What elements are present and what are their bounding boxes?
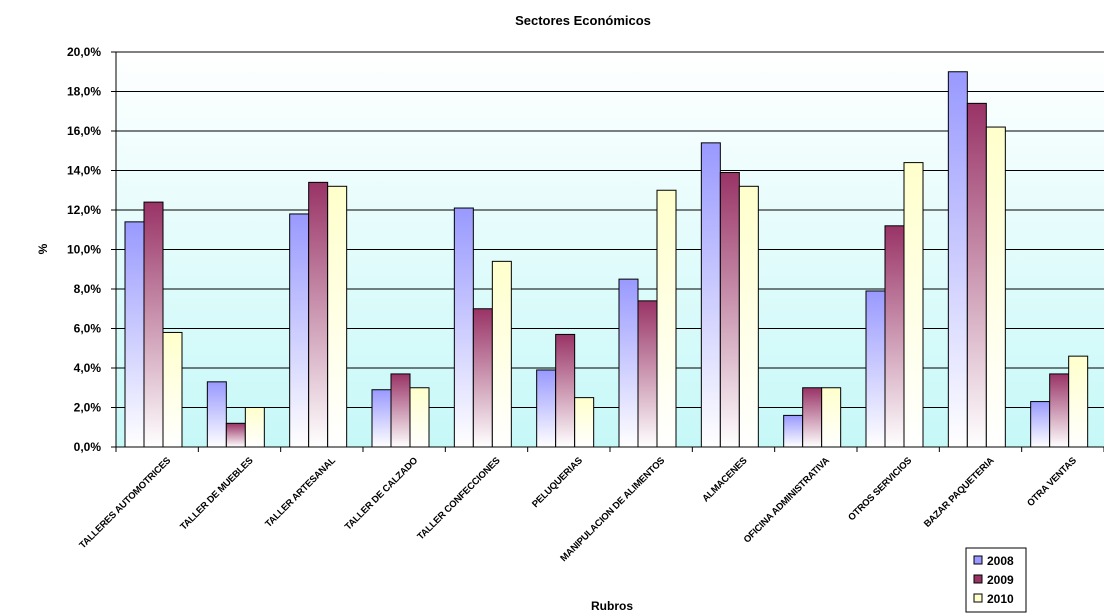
bar-2010-10 bbox=[903, 162, 924, 448]
legend-swatch-2010 bbox=[973, 593, 983, 603]
legend-label-2009: 2009 bbox=[987, 573, 1014, 587]
bar-2008-3 bbox=[289, 213, 310, 448]
bar-2010-12 bbox=[1068, 355, 1089, 448]
y-tick-label: 0,0% bbox=[74, 440, 102, 454]
bar-2009-7 bbox=[637, 300, 658, 448]
bar-2009-11 bbox=[966, 102, 987, 448]
y-tick-labels: 0,0% 2,0% 4,0% 6,0% 8,0% 10,0% 12,0% 14,0% 16,0%… bbox=[67, 45, 116, 454]
bar-2010-8 bbox=[738, 185, 759, 448]
y-tick-label: 12,0% bbox=[67, 203, 101, 217]
bar-2008-5 bbox=[453, 207, 474, 448]
y-tick-label: 4,0% bbox=[74, 361, 102, 375]
bar-2008-6 bbox=[536, 369, 557, 448]
x-tick-label: PELUQUERIAS bbox=[530, 455, 585, 510]
x-tick-label: TALLER DE CALZADO bbox=[343, 455, 420, 532]
x-axis-title: Rubros bbox=[591, 599, 633, 613]
y-tick-label: 16,0% bbox=[67, 124, 101, 138]
bar-2009-12 bbox=[1049, 373, 1070, 448]
legend: 2008 2009 2010 bbox=[965, 547, 1027, 613]
bar-2009-8 bbox=[719, 171, 740, 448]
bar-2009-4 bbox=[390, 373, 411, 448]
bar-2009-6 bbox=[555, 333, 576, 448]
x-tick-label: ALMACENES bbox=[700, 455, 749, 504]
x-tick-label: TALLER ARTESANAL bbox=[263, 455, 338, 530]
bar-2008-8 bbox=[700, 142, 721, 448]
x-tick-labels: TALLERES AUTOMOTRICES TALLER DE MUEBLES TA… bbox=[77, 455, 1078, 564]
bar-2010-7 bbox=[656, 189, 677, 448]
bar-2010-2 bbox=[244, 407, 265, 448]
bar-2008-10 bbox=[865, 290, 886, 448]
y-tick-label: 14,0% bbox=[67, 164, 101, 178]
bar-2008-12 bbox=[1030, 401, 1051, 448]
bar-2008-1 bbox=[124, 221, 145, 448]
bar-2010-6 bbox=[574, 397, 595, 448]
legend-swatch-2009 bbox=[973, 574, 983, 584]
bar-2010-4 bbox=[409, 387, 430, 448]
bar-2010-9 bbox=[821, 387, 842, 448]
x-tick-label: TALLER CONFECCIONES bbox=[415, 455, 502, 542]
legend-label-2010: 2010 bbox=[987, 592, 1014, 606]
bar-2010-3 bbox=[327, 185, 348, 448]
bar-2008-2 bbox=[206, 381, 227, 448]
x-tick-label: OFICINA ADMINISTRATIVA bbox=[742, 455, 832, 545]
bar-2009-1 bbox=[143, 201, 164, 448]
y-tick-label: 6,0% bbox=[74, 322, 102, 336]
bars bbox=[124, 71, 1089, 448]
y-tick-label: 18,0% bbox=[67, 85, 101, 99]
bar-2009-10 bbox=[884, 225, 905, 448]
y-tick-label: 2,0% bbox=[74, 401, 102, 415]
bar-2008-9 bbox=[783, 414, 804, 448]
y-tick-label: 10,0% bbox=[67, 243, 101, 257]
bar-2010-5 bbox=[491, 260, 512, 448]
bar-2008-4 bbox=[371, 389, 392, 448]
gridlines bbox=[116, 51, 1104, 408]
x-tick-label: BAZAR PAQUETERIA bbox=[922, 455, 997, 530]
y-tick-label: 8,0% bbox=[74, 282, 102, 296]
x-tick-label: TALLER DE MUEBLES bbox=[178, 455, 255, 532]
x-tick-label: OTROS SERVICIOS bbox=[846, 455, 914, 523]
bar-2010-1 bbox=[162, 331, 183, 448]
y-axis-title: % bbox=[36, 243, 50, 254]
bar-2009-5 bbox=[472, 308, 493, 448]
y-tick-label: 20,0% bbox=[67, 45, 101, 59]
bar-2009-9 bbox=[802, 387, 823, 448]
bar-2008-11 bbox=[947, 71, 968, 448]
bar-2009-2 bbox=[225, 422, 246, 448]
legend-swatch-2008 bbox=[973, 555, 983, 565]
bar-2009-3 bbox=[308, 181, 329, 448]
x-tick-label: TALLERES AUTOMOTRICES bbox=[77, 455, 173, 551]
x-tick-label: OTRA VENTAS bbox=[1025, 455, 1079, 509]
chart-title: Sectores Económicos bbox=[515, 13, 651, 28]
bar-2010-11 bbox=[985, 126, 1006, 448]
legend-label-2008: 2008 bbox=[987, 554, 1014, 568]
bar-2008-7 bbox=[618, 278, 639, 448]
